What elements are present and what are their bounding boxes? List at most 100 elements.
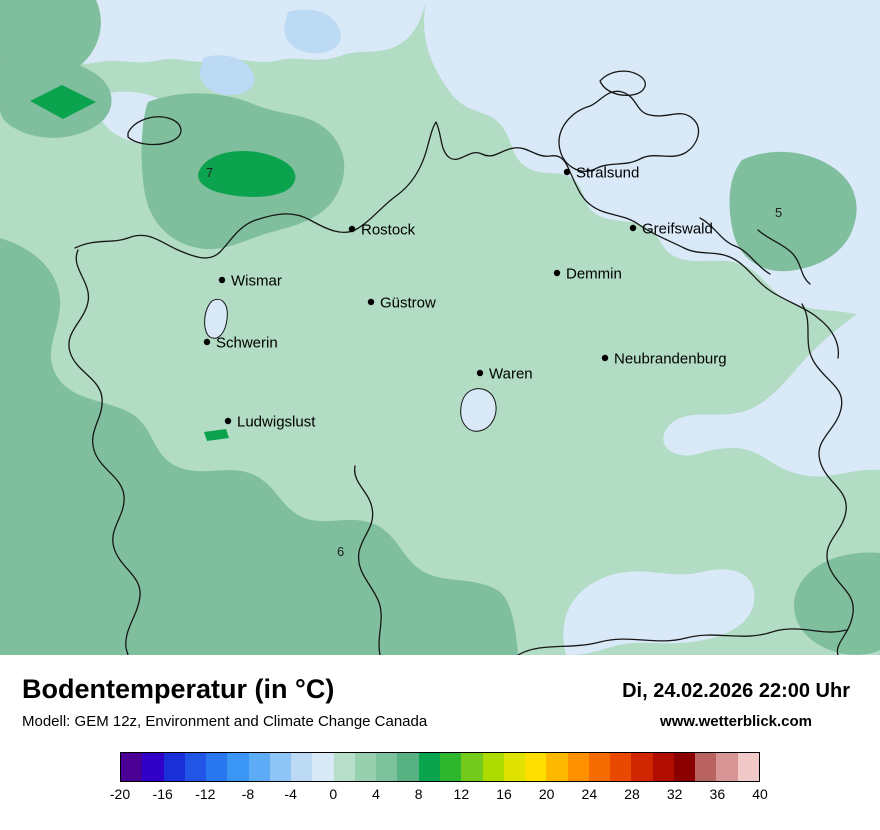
colorbar-segment xyxy=(163,753,185,781)
lake-schwerin xyxy=(204,298,228,339)
colorbar-tick-label: 36 xyxy=(709,786,726,802)
colorbar-tick-label: 12 xyxy=(453,786,470,802)
colorbar-tick-label: 20 xyxy=(538,786,555,802)
hot-spot-west xyxy=(30,85,96,119)
cities-layer: Stralsund Greifswald Rostock Wismar Demmin Gü… xyxy=(203,165,727,431)
warm-region-southwest xyxy=(0,238,518,655)
temperature-colorbar: -20 -16 -12 -8 -4 0 4 8 12 16 20 24 28 32 36 40 xyxy=(110,752,768,804)
city-marker: Wismar xyxy=(218,273,282,290)
region-values-layer: 7 5 6 xyxy=(206,165,782,559)
city-label: Stralsund xyxy=(576,165,639,182)
colorbar-segment xyxy=(652,753,674,781)
colorbar-segment xyxy=(121,753,143,781)
island-outline-fehmarn xyxy=(127,116,182,146)
city-dot xyxy=(218,276,226,284)
model-info: Modell: GEM 12z, Environment and Climate… xyxy=(22,712,428,730)
warm-region-southeast-corner xyxy=(793,552,880,655)
cold-region-south xyxy=(563,569,755,655)
island-outline-ruegen xyxy=(558,90,700,172)
coastline-usedom xyxy=(699,217,811,285)
colorbar-segment xyxy=(354,753,377,781)
colorbar-segment xyxy=(737,753,759,781)
city-marker: Rostock xyxy=(348,222,416,239)
hot-spot-northwest xyxy=(198,150,296,197)
page-title: Bodentemperatur (in °C) xyxy=(22,674,335,704)
border-east xyxy=(801,303,854,655)
city-marker: Ludwigslust xyxy=(224,414,316,431)
colorbar-segment xyxy=(482,753,504,781)
colorbar-segment xyxy=(397,753,419,781)
border-west xyxy=(68,249,141,655)
colorbar-segment xyxy=(716,753,738,781)
city-dot xyxy=(476,369,484,377)
region-value-label: 7 xyxy=(206,165,213,180)
colorbar-tick-label: 8 xyxy=(414,786,423,802)
city-dot xyxy=(203,338,211,346)
footer-right: Di, 24.02.2026 22:00 Uhr www.wetterblick… xyxy=(622,675,850,730)
colorbar-segment xyxy=(461,753,483,781)
colorbar-tick-label: -16 xyxy=(152,786,173,802)
city-label: Neubrandenburg xyxy=(614,351,727,368)
colorbar-segment xyxy=(333,753,355,781)
cold-region-east xyxy=(663,300,880,477)
colorbar-tick-label: 4 xyxy=(372,786,380,802)
colorbar-segment xyxy=(695,753,717,781)
region-value-label: 6 xyxy=(337,544,344,559)
colorbar-tick-label: 0 xyxy=(329,786,338,802)
colorbar-segment xyxy=(142,753,164,781)
colorbar-segment xyxy=(312,753,334,781)
city-marker: Neubrandenburg xyxy=(601,351,727,368)
website-link: www.wetterblick.com xyxy=(660,713,813,730)
colorbar-segment xyxy=(376,753,398,781)
city-marker: Stralsund xyxy=(563,165,639,182)
island-outline-ruegen-north xyxy=(599,70,646,97)
colorbar-tick-label: -8 xyxy=(241,786,255,802)
colorbar-segment xyxy=(503,753,526,781)
colorbar-segment xyxy=(291,753,313,781)
colorbar-tick-label: -20 xyxy=(109,786,131,802)
city-dot xyxy=(553,269,561,277)
warm-region-east-patch xyxy=(729,151,857,272)
lake-mueritz xyxy=(460,388,497,432)
colder-patch-2 xyxy=(284,9,341,54)
city-label: Ludwigslust xyxy=(237,414,316,431)
colder-patch-1 xyxy=(199,55,255,96)
border-south-inner xyxy=(354,465,382,655)
colorbar-tick-label: 32 xyxy=(666,786,683,802)
city-label: Schwerin xyxy=(216,335,278,352)
forecast-datetime: Di, 24.02.2026 22:00 Uhr xyxy=(622,680,850,702)
colorbar-labels: -20 -16 -12 -8 -4 0 4 8 12 16 20 24 28 32 36 40 xyxy=(110,786,768,804)
colorbar-tick-label: 24 xyxy=(581,786,598,802)
city-dot xyxy=(348,225,356,233)
region-value-label: 5 xyxy=(775,205,782,220)
city-marker: Waren xyxy=(476,366,533,383)
city-label: Rostock xyxy=(361,222,416,239)
city-label: Greifswald xyxy=(642,221,713,238)
colorbar-segment xyxy=(227,753,249,781)
city-label: Wismar xyxy=(231,273,282,290)
footer-left: Bodentemperatur (in °C) Modell: GEM 12z,… xyxy=(22,674,428,730)
colorbar-tick-label: 16 xyxy=(496,786,512,802)
city-dot xyxy=(563,168,571,176)
border-south xyxy=(517,628,847,655)
colorbar-segment xyxy=(439,753,462,781)
weather-map: 7 5 6 Stralsund Greifswald Rostock Wismar Demm… xyxy=(0,0,880,655)
colorbar-segment xyxy=(269,753,292,781)
city-marker: Demmin xyxy=(553,266,622,283)
city-dot xyxy=(367,298,375,306)
city-label: Güstrow xyxy=(380,295,436,312)
colorbar-segment xyxy=(673,753,696,781)
city-label: Waren xyxy=(489,366,533,383)
city-marker: Güstrow xyxy=(367,295,436,312)
colorbar-tick-label: -12 xyxy=(195,786,216,802)
colorbar-segment xyxy=(610,753,632,781)
map-svg: 7 5 6 Stralsund Greifswald Rostock Wismar Demm… xyxy=(0,0,880,655)
city-label: Demmin xyxy=(566,266,622,283)
colorbar-segment xyxy=(525,753,547,781)
colorbar-segment xyxy=(546,753,568,781)
colorbar-segment xyxy=(248,753,270,781)
hot-spot-ludwigslust xyxy=(204,429,229,441)
colorbar-segment xyxy=(567,753,589,781)
colorbar-tick-label: -4 xyxy=(284,786,297,802)
colorbar-segment xyxy=(588,753,611,781)
